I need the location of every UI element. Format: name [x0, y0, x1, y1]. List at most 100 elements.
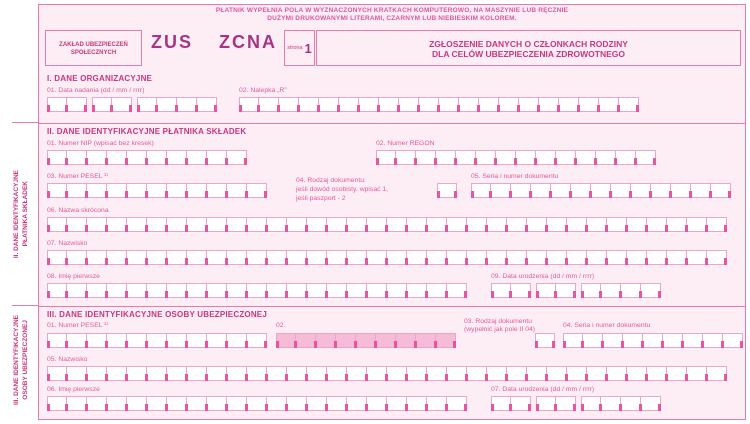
comb-cell[interactable]: [195, 97, 217, 112]
comb-cell[interactable]: [465, 217, 487, 232]
comb-cell[interactable]: [445, 366, 467, 381]
comb-cell[interactable]: [65, 150, 87, 165]
s2-f09-data-urodzenia-comb[interactable]: [491, 283, 661, 298]
s2-f05-seria-numer-comb[interactable]: [471, 183, 731, 198]
comb-cell[interactable]: [485, 250, 507, 265]
comb-cell[interactable]: [105, 396, 127, 411]
comb-cell[interactable]: [325, 366, 347, 381]
comb-cell[interactable]: [265, 366, 287, 381]
comb-cell[interactable]: [581, 333, 603, 348]
comb-cell[interactable]: [705, 366, 727, 381]
comb-cell[interactable]: [345, 283, 367, 298]
comb-cell[interactable]: [681, 333, 703, 348]
comb-cell[interactable]: [105, 250, 127, 265]
comb-cell[interactable]: [105, 150, 127, 165]
comb-cell[interactable]: [425, 396, 447, 411]
comb-cell[interactable]: [509, 183, 531, 198]
comb-cell[interactable]: [185, 366, 207, 381]
comb-cell[interactable]: [434, 333, 456, 348]
comb-cell[interactable]: [641, 333, 663, 348]
comb-cell[interactable]: [257, 97, 279, 112]
comb-cell[interactable]: [581, 396, 601, 411]
comb-cell[interactable]: [305, 366, 327, 381]
comb-cell[interactable]: [619, 283, 641, 298]
comb-cell[interactable]: [385, 283, 407, 298]
comb-cell[interactable]: [509, 396, 531, 411]
comb-cell[interactable]: [585, 217, 607, 232]
comb-cell[interactable]: [47, 366, 67, 381]
comb-cell[interactable]: [376, 150, 396, 165]
comb-cell[interactable]: [661, 333, 683, 348]
comb-cell[interactable]: [314, 333, 336, 348]
comb-cell[interactable]: [405, 396, 427, 411]
comb-cell[interactable]: [185, 183, 207, 198]
comb-cell[interactable]: [634, 150, 656, 165]
comb-cell[interactable]: [47, 333, 67, 348]
comb-cell[interactable]: [554, 150, 576, 165]
comb-cell[interactable]: [365, 283, 387, 298]
comb-cell[interactable]: [577, 97, 599, 112]
comb-cell[interactable]: [554, 283, 576, 298]
comb-cell[interactable]: [354, 333, 376, 348]
comb-cell[interactable]: [465, 250, 487, 265]
comb-cell[interactable]: [145, 333, 167, 348]
comb-cell[interactable]: [365, 396, 387, 411]
comb-cell[interactable]: [317, 97, 339, 112]
comb-cell[interactable]: [557, 97, 579, 112]
comb-cell[interactable]: [437, 183, 457, 198]
comb-cell[interactable]: [585, 366, 607, 381]
comb-cell[interactable]: [414, 333, 436, 348]
comb-cell[interactable]: [594, 150, 616, 165]
comb-cell[interactable]: [709, 183, 731, 198]
comb-cell[interactable]: [605, 250, 627, 265]
comb-cell[interactable]: [639, 396, 661, 411]
comb-cell[interactable]: [185, 396, 207, 411]
comb-cell[interactable]: [405, 366, 427, 381]
s1-f01-data-nadania-comb[interactable]: [47, 97, 217, 112]
comb-cell[interactable]: [601, 333, 623, 348]
comb-cell[interactable]: [265, 396, 287, 411]
comb-cell[interactable]: [639, 283, 661, 298]
comb-cell[interactable]: [565, 366, 587, 381]
comb-cell[interactable]: [565, 217, 587, 232]
comb-cell[interactable]: [85, 150, 107, 165]
comb-cell[interactable]: [225, 396, 247, 411]
comb-cell[interactable]: [689, 183, 711, 198]
comb-cell[interactable]: [685, 217, 707, 232]
comb-cell[interactable]: [471, 183, 491, 198]
comb-cell[interactable]: [294, 333, 316, 348]
s3-f05-nazwisko-comb[interactable]: [47, 366, 727, 381]
comb-cell[interactable]: [305, 250, 327, 265]
comb-cell[interactable]: [47, 250, 67, 265]
comb-cell[interactable]: [425, 283, 447, 298]
comb-cell[interactable]: [225, 283, 247, 298]
comb-cell[interactable]: [534, 150, 556, 165]
comb-cell[interactable]: [394, 333, 416, 348]
comb-cell[interactable]: [525, 217, 547, 232]
comb-cell[interactable]: [65, 366, 87, 381]
comb-cell[interactable]: [417, 97, 439, 112]
comb-cell[interactable]: [685, 250, 707, 265]
comb-cell[interactable]: [374, 333, 396, 348]
comb-cell[interactable]: [325, 396, 347, 411]
comb-cell[interactable]: [47, 217, 67, 232]
comb-cell[interactable]: [454, 150, 476, 165]
comb-cell[interactable]: [625, 217, 647, 232]
comb-cell[interactable]: [65, 97, 87, 112]
comb-cell[interactable]: [489, 183, 511, 198]
comb-cell[interactable]: [47, 396, 67, 411]
comb-cell[interactable]: [494, 150, 516, 165]
comb-cell[interactable]: [629, 183, 651, 198]
comb-cell[interactable]: [225, 250, 247, 265]
comb-cell[interactable]: [285, 396, 307, 411]
comb-cell[interactable]: [669, 183, 691, 198]
comb-cell[interactable]: [47, 183, 67, 198]
comb-cell[interactable]: [239, 97, 259, 112]
comb-cell[interactable]: [165, 250, 187, 265]
comb-cell[interactable]: [529, 183, 551, 198]
comb-cell[interactable]: [245, 366, 267, 381]
comb-cell[interactable]: [125, 217, 147, 232]
s3-f02-shaded-comb[interactable]: [276, 333, 456, 348]
comb-cell[interactable]: [276, 333, 296, 348]
comb-cell[interactable]: [205, 250, 227, 265]
